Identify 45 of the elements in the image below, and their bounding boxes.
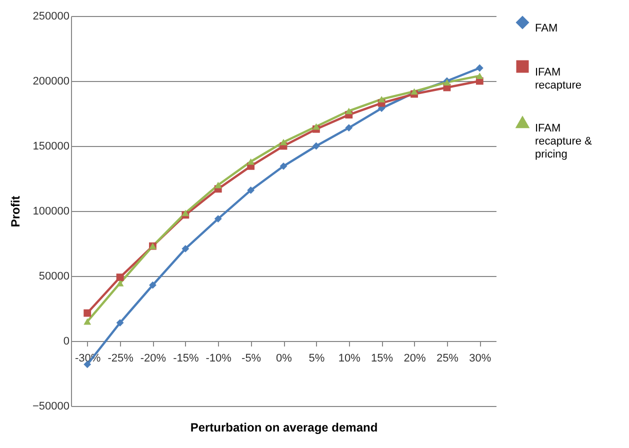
point: [149, 281, 156, 289]
point: [476, 64, 484, 72]
y-tick-label: −50000: [32, 400, 70, 412]
x-tick-label: 10%: [338, 352, 361, 364]
point: [116, 319, 124, 327]
legend-label: IFAM recapture: [535, 66, 582, 92]
point: [280, 138, 288, 146]
x-tick-label: 15%: [371, 352, 394, 364]
x-tick-label: -10%: [206, 352, 232, 364]
point: [312, 142, 320, 150]
x-tick-label: 20%: [404, 352, 426, 364]
y-tick-label: 150000: [32, 140, 70, 152]
point: [247, 158, 255, 165]
point: [378, 96, 386, 102]
point: [247, 186, 255, 194]
point: [182, 244, 190, 252]
y-tick-label: 0: [63, 336, 70, 348]
x-tick-label: 25%: [436, 352, 459, 364]
legend-label: IFAM recapture & pricing: [535, 122, 593, 160]
x-axis-title: Perturbation on average demand: [190, 420, 378, 434]
x-tick-label: 30%: [469, 352, 492, 364]
x-tick-label: -25%: [108, 352, 134, 364]
point: [476, 72, 484, 80]
point: [214, 182, 222, 188]
point: [345, 108, 353, 114]
y-tick-label: 100000: [32, 206, 70, 218]
y-tick-label: 250000: [32, 10, 70, 22]
point: [280, 162, 288, 170]
y-tick-label: 200000: [32, 76, 70, 88]
point: [116, 274, 124, 282]
legend-label: FAM: [535, 22, 558, 34]
y-tick-label: 50000: [38, 270, 70, 282]
point: [345, 124, 353, 132]
x-tick-label: 0%: [276, 352, 292, 364]
point: [84, 309, 92, 317]
x-tick-label: -15%: [173, 352, 199, 364]
x-tick-label: -5%: [242, 352, 262, 364]
point: [312, 123, 320, 130]
point: [214, 215, 222, 223]
y-axis-title: Profit: [8, 196, 22, 228]
x-tick-label: 5%: [308, 352, 325, 364]
x-tick-label: -20%: [140, 352, 166, 364]
point: [182, 210, 190, 216]
point: [116, 280, 124, 286]
point: [84, 318, 92, 325]
